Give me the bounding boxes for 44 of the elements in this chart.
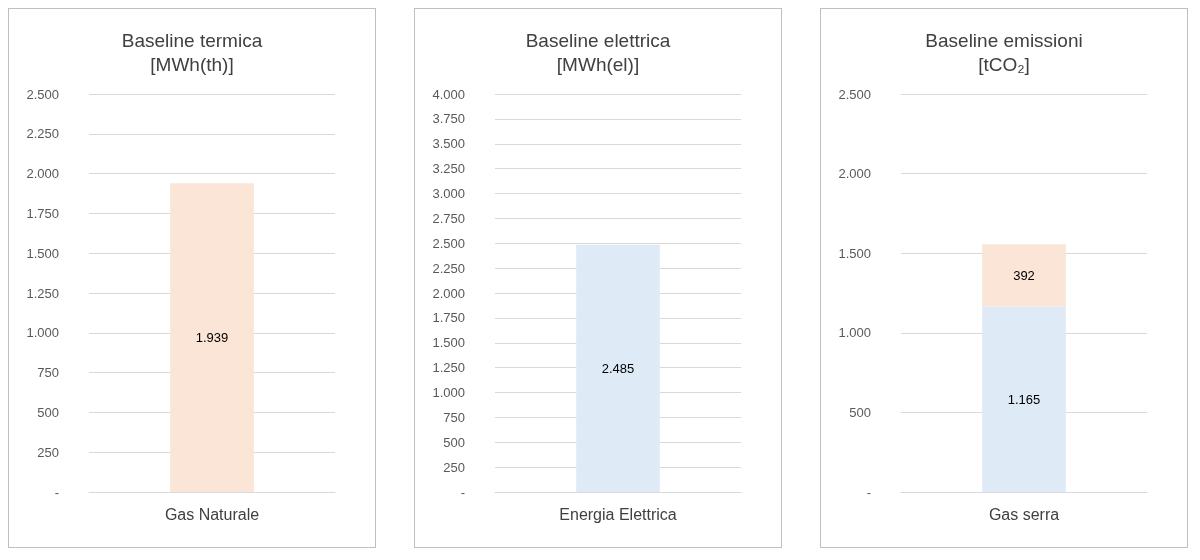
y-tick-label: 1.750 xyxy=(26,205,59,221)
y-tick-label: 1.750 xyxy=(432,310,465,326)
chart-title: Baseline emissioni [tCO₂] xyxy=(925,29,1083,75)
data-label: 1.165 xyxy=(1007,391,1041,407)
y-tick-label: 1.000 xyxy=(432,385,465,400)
chart-title: Baseline elettrica [MWh(el)] xyxy=(525,29,671,75)
y-tick-label: 500 xyxy=(37,404,59,420)
x-tick-label: Gas Naturale xyxy=(164,505,260,523)
y-tick-label: 1.500 xyxy=(26,245,59,261)
y-tick-label: 3.250 xyxy=(432,161,465,177)
y-tick-label: 2.000 xyxy=(432,285,465,301)
y-tick-label: 2.500 xyxy=(432,235,465,251)
y-tick-label: 2.250 xyxy=(26,126,59,142)
y-tick-label: - xyxy=(54,484,59,500)
y-tick-label: 3.750 xyxy=(432,111,465,127)
y-tick-label: 1.250 xyxy=(26,285,59,301)
y-tick-label: 1.000 xyxy=(26,325,59,341)
y-tick-label: 3.000 xyxy=(432,186,465,201)
y-tick-label: 2.000 xyxy=(26,166,59,182)
x-tick-label: Gas serra xyxy=(988,505,1060,523)
y-tick-label: 750 xyxy=(37,365,59,381)
data-label: 392 xyxy=(1013,267,1035,283)
y-tick-label: 1.000 xyxy=(838,325,871,341)
y-tick-label: - xyxy=(460,484,465,500)
y-tick-label: 250 xyxy=(443,459,465,475)
chart-title: Baseline termica [MWh(th)] xyxy=(121,29,263,75)
y-tick-label: 500 xyxy=(443,434,465,450)
y-tick-label: 3.500 xyxy=(432,136,465,152)
y-tick-label: 2.500 xyxy=(26,86,59,102)
y-tick-label: 1.500 xyxy=(432,335,465,351)
y-tick-label: 2.250 xyxy=(432,260,465,276)
y-tick-label: 1.500 xyxy=(838,245,871,261)
y-tick-label: 2.500 xyxy=(838,86,871,102)
data-label: 2.485 xyxy=(601,360,635,376)
y-tick-label: 250 xyxy=(37,444,59,460)
data-label: 1.939 xyxy=(195,330,229,346)
y-tick-label: 750 xyxy=(443,409,465,425)
y-tick-label: 500 xyxy=(849,404,871,420)
y-tick-label: 2.750 xyxy=(432,210,465,226)
y-tick-label: 4.000 xyxy=(432,86,465,102)
y-tick-label: 2.000 xyxy=(838,166,871,182)
x-tick-label: Energia Elettrica xyxy=(559,505,677,523)
y-tick-label: 1.250 xyxy=(432,360,465,376)
y-tick-label: - xyxy=(866,484,871,500)
